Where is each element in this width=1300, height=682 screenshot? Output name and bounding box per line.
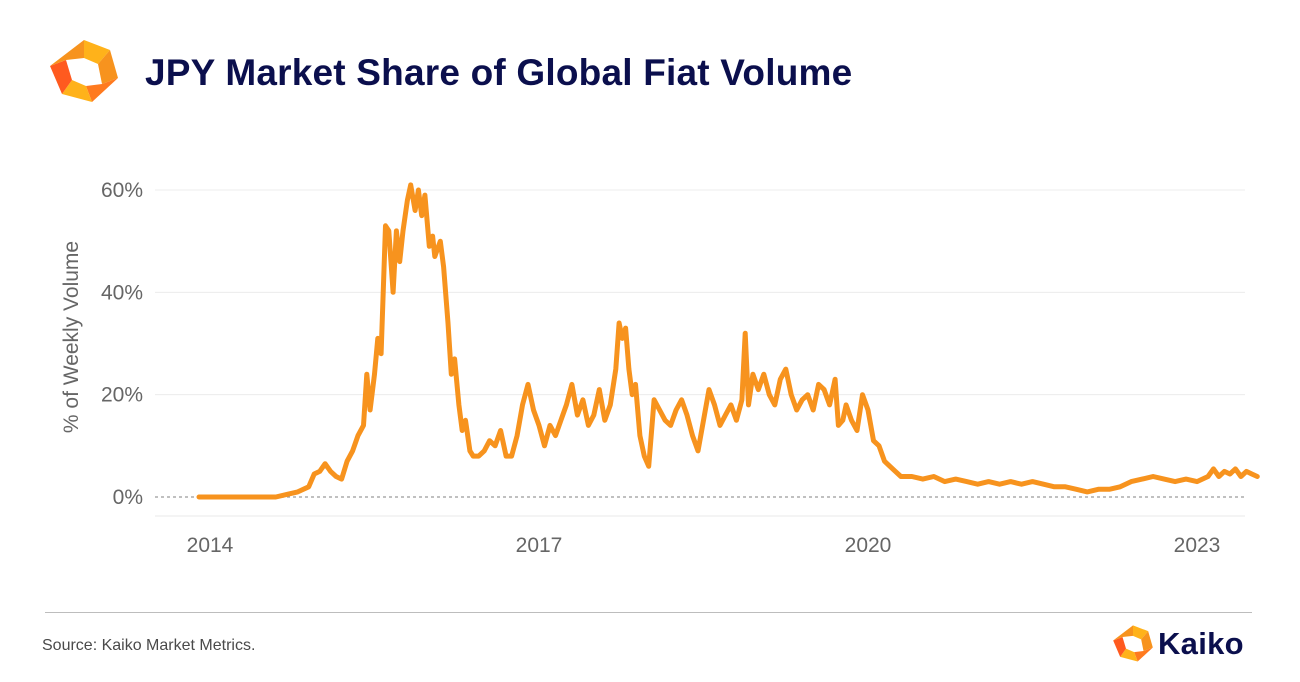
y-tick-label: 20% [101, 384, 143, 407]
brand-footer: Kaiko [1112, 624, 1244, 664]
x-tick-label: 2023 [1174, 534, 1221, 557]
header [48, 38, 120, 106]
y-tick-labels: 0% 20% 40% 60% [101, 179, 143, 509]
footer-divider [45, 612, 1252, 613]
source-note: Source: Kaiko Market Metrics. [42, 637, 256, 654]
x-tick-label: 2017 [516, 534, 563, 557]
brand-name: Kaiko [1158, 626, 1244, 661]
gridlines [155, 189, 1245, 396]
y-tick-label: 0% [113, 486, 143, 509]
x-tick-label: 2014 [187, 534, 234, 557]
line-chart: 0% 20% 40% 60% 2014 2017 2020 2023 % of Weekly… [60, 179, 1260, 557]
series-line-jpy-share [196, 182, 1260, 500]
chart-title: JPY Market Share of Global Fiat Volume [145, 52, 853, 93]
kaiko-logo-icon [50, 40, 118, 102]
kaiko-brand-icon [1113, 625, 1153, 662]
x-tick-label: 2020 [845, 534, 892, 557]
y-tick-label: 40% [101, 281, 143, 304]
x-tick-labels: 2014 2017 2020 2023 [187, 534, 1221, 557]
y-tick-label: 60% [101, 179, 143, 202]
y-axis-label: % of Weekly Volume [60, 241, 83, 433]
